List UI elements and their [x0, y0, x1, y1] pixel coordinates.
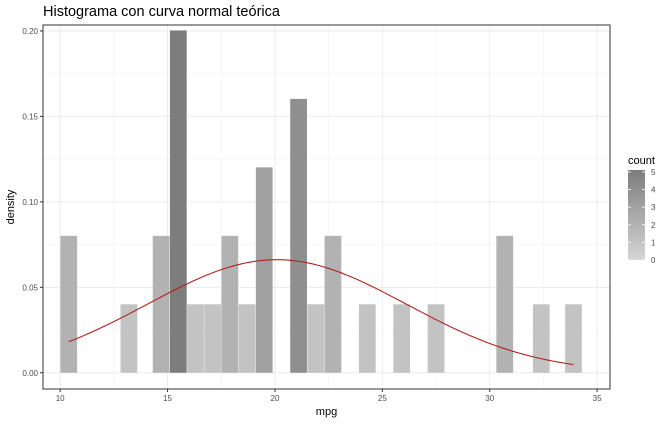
- histogram-bars: [60, 30, 582, 373]
- histogram-bar: [565, 304, 582, 373]
- x-tick-label: 30: [485, 394, 494, 403]
- legend-tick-label: 3: [651, 203, 656, 212]
- x-tick-label: 10: [56, 394, 65, 403]
- histogram-bar: [532, 304, 550, 373]
- legend-title: count: [628, 155, 655, 167]
- x-tick-label: 15: [163, 394, 172, 403]
- histogram-bar: [307, 304, 325, 373]
- x-tick-label: 35: [593, 394, 602, 403]
- legend-tick-label: 5: [651, 168, 656, 177]
- y-axis-title: density: [5, 189, 17, 224]
- histogram-bar: [358, 304, 376, 373]
- histogram-bar: [204, 304, 222, 373]
- histogram-bar: [221, 235, 239, 373]
- y-tick-label: 0.05: [22, 283, 38, 292]
- histogram-bar: [496, 235, 514, 373]
- histogram-bar: [393, 304, 411, 373]
- normal-curve: [68, 259, 574, 366]
- legend-tick-label: 4: [651, 186, 656, 195]
- x-axis: 10 15 20 25 30 35: [56, 389, 602, 403]
- legend-tick-label: 0: [651, 256, 656, 265]
- histogram-bar: [152, 235, 170, 373]
- histogram-bar: [187, 304, 204, 373]
- histogram-bar: [427, 304, 445, 373]
- legend-tick-label: 2: [651, 221, 656, 230]
- legend-colorbar: [628, 170, 645, 260]
- histogram-bar: [169, 30, 187, 373]
- panel-border: [42, 24, 611, 390]
- histogram-bar: [120, 304, 138, 373]
- chart-title: Histograma con curva normal teórica: [43, 4, 281, 20]
- legend: count 0 1 2 3 4 5: [628, 155, 656, 265]
- y-tick-label: 0.20: [22, 27, 38, 36]
- y-tick-label: 0.10: [22, 198, 38, 207]
- histogram-bar: [255, 167, 273, 373]
- histogram-bar: [324, 235, 342, 373]
- histogram-bar: [290, 98, 307, 373]
- legend-tick-label: 1: [651, 238, 656, 247]
- y-tick-label: 0.00: [22, 369, 38, 378]
- y-axis: 0.00 0.05 0.10 0.15 0.20: [22, 27, 43, 378]
- x-axis-title: mpg: [316, 406, 337, 418]
- x-tick-label: 20: [271, 394, 280, 403]
- x-tick-label: 25: [378, 394, 387, 403]
- y-tick-label: 0.15: [22, 112, 38, 121]
- histogram-bar: [60, 235, 78, 373]
- histogram-bar: [238, 304, 256, 373]
